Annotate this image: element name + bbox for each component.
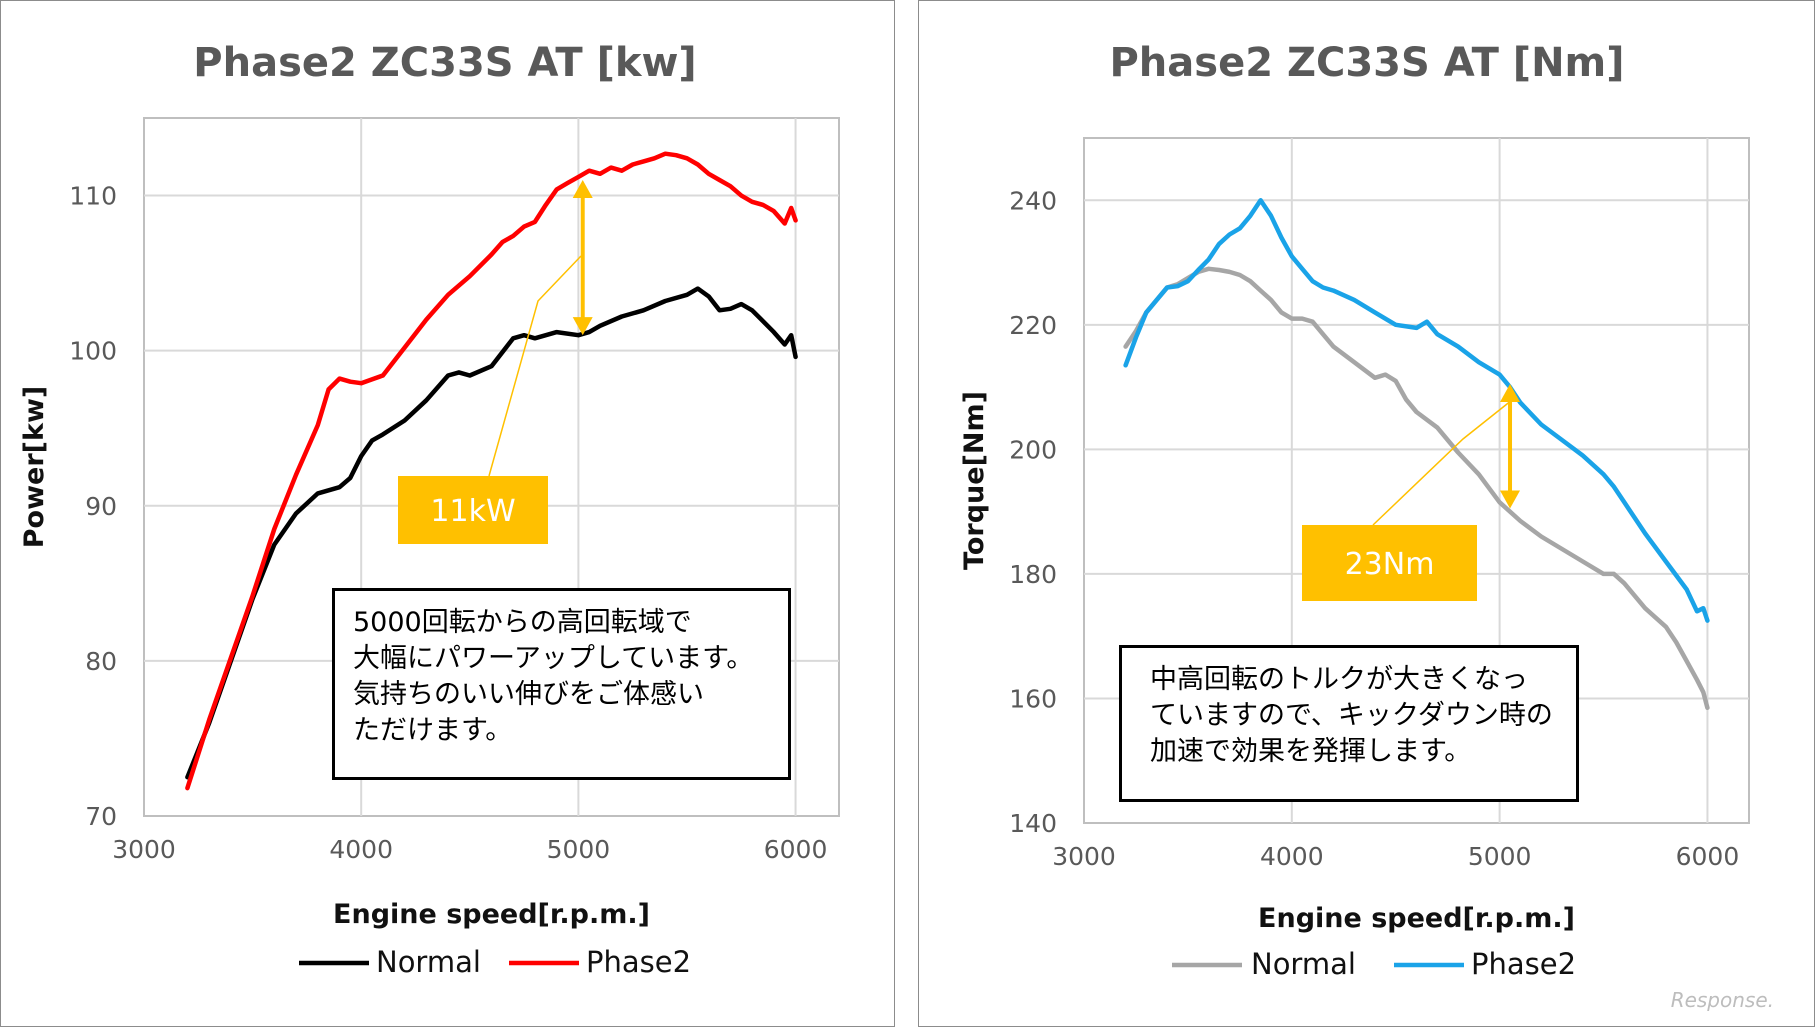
- torque-arrow-head-top: [1500, 383, 1521, 402]
- power-series-normal-line: [185, 286, 798, 780]
- torque-plot-area: [1083, 137, 1750, 824]
- torque-y-tick-label: 220: [1009, 311, 1057, 340]
- power-note-box: 5000回転からの高回転域で 大幅にパワーアップしています。 気持ちのいい伸びを…: [332, 588, 791, 780]
- power-y-tick-label: 90: [85, 492, 117, 521]
- torque-x-tick-label: 4000: [1260, 842, 1324, 871]
- torque-legend-label-normal: Normal: [1251, 947, 1356, 981]
- power-chart-title: Phase2 ZC33S AT [kw]: [193, 40, 696, 86]
- torque-x-tick-label: 6000: [1676, 842, 1740, 871]
- power-x-tick-label: 5000: [547, 835, 611, 864]
- power-y-tick-label: 110: [69, 182, 117, 211]
- power-legend-label-normal: Normal: [376, 945, 481, 979]
- power-y-tick-label: 80: [85, 647, 117, 676]
- power-note-line: 大幅にパワーアップしています。: [353, 643, 754, 674]
- power-note-line: ただけます。: [353, 715, 513, 746]
- power-x-tick-label: 6000: [764, 835, 828, 864]
- torque-arrow-head-bottom: [1500, 490, 1521, 509]
- power-chart: Phase2 ZC33S AT [kw] 70 80 90 100 110 3000 4000…: [19, 40, 840, 979]
- power-callout-box: [398, 476, 548, 544]
- power-y-tick-label: 70: [85, 802, 117, 831]
- power-note-line: 5000回転からの高回転域で: [353, 607, 692, 638]
- power-series-phase2-line: [185, 151, 798, 791]
- torque-y-tick-label: 140: [1009, 809, 1057, 838]
- torque-x-tick-label: 5000: [1468, 842, 1532, 871]
- torque-note-line: 加速で効果を発揮します。: [1150, 736, 1472, 767]
- power-arrow-head-bottom: [572, 317, 593, 336]
- power-x-axis-title: Engine speed[r.p.m.]: [333, 899, 650, 930]
- torque-callout-label: 23Nm: [1345, 547, 1435, 582]
- torque-note-line: ていますので、キックダウン時の: [1150, 700, 1553, 731]
- power-y-tick-label: 100: [69, 337, 117, 366]
- torque-note-box: 中高回転のトルクが大きくなっ ていますので、キックダウン時の 加速で効果を発揮し…: [1119, 645, 1579, 802]
- power-callout-leader: [488, 255, 582, 477]
- torque-y-tick-label: 240: [1009, 186, 1057, 215]
- power-x-tick-label: 4000: [329, 835, 393, 864]
- torque-callout-box: [1302, 525, 1477, 601]
- torque-series-phase2-line: [1123, 198, 1710, 623]
- torque-x-axis-title: Engine speed[r.p.m.]: [1258, 903, 1575, 934]
- torque-y-tick-label: 160: [1009, 684, 1057, 713]
- power-note-line: 気持ちのいい伸びをご体感い: [353, 679, 704, 710]
- response-watermark: Response.: [1670, 988, 1774, 1012]
- torque-y-axis-title: Torque[Nm]: [959, 391, 990, 570]
- torque-x-tick-label: 3000: [1052, 842, 1116, 871]
- torque-y-tick-label: 180: [1009, 560, 1057, 589]
- torque-chart-panel: Phase2 ZC33S AT [Nm] 140 160 180 200 220 240 30…: [918, 0, 1815, 1027]
- power-plot-area: [143, 117, 840, 817]
- power-arrow-head-top: [572, 180, 593, 199]
- torque-legend-label-phase2: Phase2: [1471, 947, 1576, 981]
- torque-series-normal-line: [1123, 266, 1710, 711]
- power-callout-label: 11kW: [430, 494, 515, 529]
- torque-chart: Phase2 ZC33S AT [Nm] 140 160 180 200 220 240 30…: [959, 40, 1750, 981]
- power-x-tick-label: 3000: [112, 835, 176, 864]
- power-legend-label-phase2: Phase2: [586, 945, 691, 979]
- torque-note-line: 中高回転のトルクが大きくなっ: [1150, 664, 1528, 695]
- torque-chart-title: Phase2 ZC33S AT [Nm]: [1109, 40, 1624, 86]
- power-y-axis-title: Power[kw]: [19, 386, 50, 549]
- torque-y-tick-label: 200: [1009, 435, 1057, 464]
- torque-callout-leader: [1372, 399, 1513, 526]
- power-chart-panel: Phase2 ZC33S AT [kw] 70 80 90 100 110 3000 4000…: [0, 0, 895, 1027]
